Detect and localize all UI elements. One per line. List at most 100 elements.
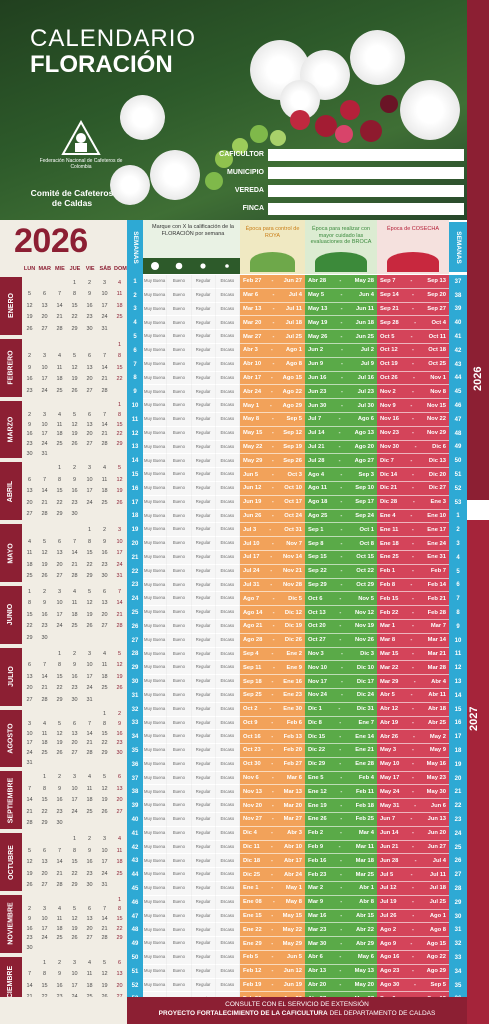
rating-option[interactable]: Escaso	[215, 288, 240, 303]
field-vereda[interactable]: VEREDA	[200, 184, 464, 197]
rating-option[interactable]: Regular	[191, 799, 216, 814]
rating-option[interactable]: Regular	[191, 275, 216, 289]
rating-option[interactable]: Regular	[191, 399, 216, 413]
rating-option[interactable]: Bueno	[167, 343, 192, 358]
rating-option[interactable]: Bueno	[167, 619, 192, 634]
rating-option[interactable]: Bueno	[167, 868, 192, 883]
rating-option[interactable]: Muy Buena	[143, 564, 168, 579]
rating-option[interactable]: Regular	[191, 675, 216, 689]
rating-option[interactable]: Regular	[191, 688, 216, 703]
rating-option[interactable]: Bueno	[167, 564, 192, 579]
rating-option[interactable]: Muy Buena	[143, 330, 168, 344]
rating-option[interactable]: Escaso	[215, 385, 240, 400]
rating-option[interactable]: Escaso	[215, 275, 240, 289]
rating-option[interactable]: Regular	[191, 882, 216, 896]
rating-option[interactable]: Escaso	[215, 550, 240, 565]
rating-option[interactable]: Bueno	[167, 454, 192, 469]
rating-option[interactable]: Bueno	[167, 647, 192, 662]
rating-option[interactable]: Bueno	[167, 799, 192, 814]
rating-option[interactable]: Bueno	[167, 826, 192, 841]
rating-option[interactable]: Escaso	[215, 426, 240, 441]
rating-option[interactable]: Bueno	[167, 730, 192, 745]
rating-option[interactable]: Regular	[191, 619, 216, 634]
rating-option[interactable]: Regular	[191, 288, 216, 303]
rating-option[interactable]: Escaso	[215, 495, 240, 510]
rating-option[interactable]: Regular	[191, 385, 216, 400]
rating-option[interactable]: Regular	[191, 330, 216, 344]
rating-option[interactable]: Bueno	[167, 785, 192, 800]
rating-option[interactable]: Escaso	[215, 675, 240, 689]
rating-option[interactable]: Bueno	[167, 840, 192, 855]
rating-option[interactable]: Escaso	[215, 578, 240, 593]
rating-option[interactable]: Muy Buena	[143, 316, 168, 331]
rating-option[interactable]: Bueno	[167, 675, 192, 689]
rating-option[interactable]: Regular	[191, 909, 216, 924]
rating-option[interactable]: Bueno	[167, 412, 192, 427]
rating-option[interactable]: Bueno	[167, 426, 192, 441]
rating-option[interactable]: Bueno	[167, 523, 192, 538]
rating-option[interactable]: Escaso	[215, 895, 240, 910]
field-caficultor[interactable]: CAFICULTOR	[200, 148, 464, 161]
rating-option[interactable]: Escaso	[215, 330, 240, 344]
rating-option[interactable]: Bueno	[167, 909, 192, 924]
rating-option[interactable]: Muy Buena	[143, 578, 168, 593]
rating-option[interactable]: Muy Buena	[143, 785, 168, 800]
rating-option[interactable]: Muy Buena	[143, 481, 168, 496]
rating-option[interactable]: Muy Buena	[143, 716, 168, 731]
rating-option[interactable]: Muy Buena	[143, 799, 168, 814]
rating-option[interactable]: Muy Buena	[143, 951, 168, 965]
rating-option[interactable]: Regular	[191, 647, 216, 662]
rating-option[interactable]: Regular	[191, 371, 216, 386]
rating-option[interactable]: Muy Buena	[143, 537, 168, 551]
rating-option[interactable]: Escaso	[215, 440, 240, 455]
rating-option[interactable]: Bueno	[167, 964, 192, 979]
rating-option[interactable]: Muy Buena	[143, 302, 168, 317]
rating-option[interactable]: Escaso	[215, 909, 240, 924]
rating-option[interactable]: Regular	[191, 302, 216, 317]
rating-option[interactable]: Regular	[191, 840, 216, 855]
rating-option[interactable]: Bueno	[167, 371, 192, 386]
rating-option[interactable]: Muy Buena	[143, 275, 168, 289]
rating-option[interactable]: Muy Buena	[143, 509, 168, 524]
rating-option[interactable]: Escaso	[215, 316, 240, 331]
rating-option[interactable]: Escaso	[215, 481, 240, 496]
rating-option[interactable]: Escaso	[215, 371, 240, 386]
rating-option[interactable]: Regular	[191, 744, 216, 758]
rating-option[interactable]: Bueno	[167, 854, 192, 869]
rating-option[interactable]: Muy Buena	[143, 813, 168, 827]
rating-option[interactable]: Regular	[191, 661, 216, 676]
rating-option[interactable]: Escaso	[215, 868, 240, 883]
rating-option[interactable]: Bueno	[167, 592, 192, 607]
rating-option[interactable]: Bueno	[167, 923, 192, 938]
rating-option[interactable]: Escaso	[215, 785, 240, 800]
rating-option[interactable]: Bueno	[167, 509, 192, 524]
rating-option[interactable]: Bueno	[167, 357, 192, 372]
rating-option[interactable]: Bueno	[167, 550, 192, 565]
rating-option[interactable]: Regular	[191, 412, 216, 427]
field-finca[interactable]: FINCA	[200, 202, 464, 215]
rating-option[interactable]: Regular	[191, 964, 216, 979]
field-input[interactable]	[268, 202, 464, 215]
rating-option[interactable]: Bueno	[167, 385, 192, 400]
rating-option[interactable]: Escaso	[215, 702, 240, 717]
rating-option[interactable]: Escaso	[215, 343, 240, 358]
rating-option[interactable]: Bueno	[167, 399, 192, 413]
rating-option[interactable]: Regular	[191, 606, 216, 620]
rating-option[interactable]: Regular	[191, 951, 216, 965]
rating-option[interactable]: Bueno	[167, 702, 192, 717]
rating-option[interactable]: Bueno	[167, 481, 192, 496]
rating-option[interactable]: Escaso	[215, 799, 240, 814]
rating-option[interactable]: Regular	[191, 578, 216, 593]
rating-option[interactable]: Escaso	[215, 730, 240, 745]
rating-option[interactable]: Bueno	[167, 661, 192, 676]
rating-option[interactable]: Escaso	[215, 882, 240, 896]
rating-option[interactable]: Escaso	[215, 951, 240, 965]
rating-option[interactable]: Escaso	[215, 302, 240, 317]
rating-option[interactable]: Bueno	[167, 495, 192, 510]
rating-option[interactable]: Bueno	[167, 895, 192, 910]
rating-option[interactable]: Muy Buena	[143, 399, 168, 413]
rating-option[interactable]: Regular	[191, 702, 216, 717]
rating-option[interactable]: Bueno	[167, 937, 192, 952]
rating-option[interactable]: Regular	[191, 757, 216, 772]
rating-option[interactable]: Regular	[191, 509, 216, 524]
